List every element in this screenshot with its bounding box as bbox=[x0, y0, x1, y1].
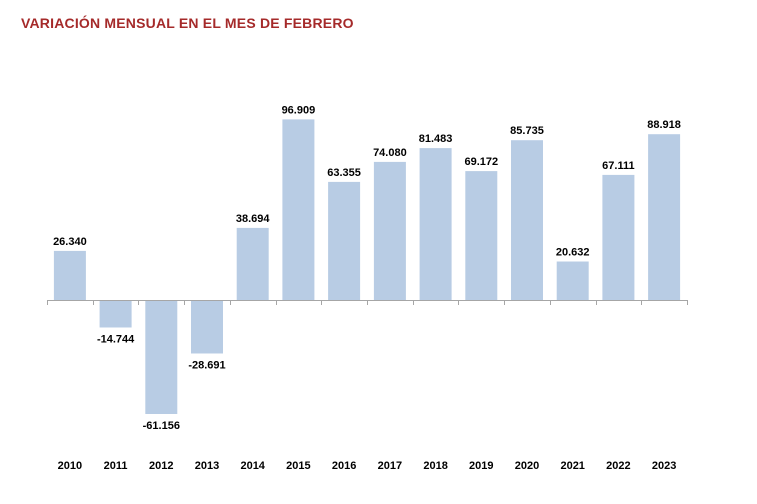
category-label-2015: 2015 bbox=[286, 460, 310, 472]
chart-title: VARIACIÓN MENSUAL EN EL MES DE FEBRERO bbox=[21, 15, 354, 31]
bar-2022 bbox=[602, 174, 635, 300]
data-label-2019: 69.172 bbox=[464, 156, 498, 168]
category-label-2013: 2013 bbox=[195, 460, 219, 472]
bar-2015 bbox=[282, 119, 315, 301]
data-label-2012: -61.156 bbox=[143, 420, 180, 432]
category-label-2011: 2011 bbox=[104, 460, 128, 472]
bar-2017 bbox=[373, 161, 406, 300]
category-label-2022: 2022 bbox=[606, 460, 630, 472]
bar-2010 bbox=[53, 250, 86, 300]
bar-2016 bbox=[328, 181, 361, 300]
bar-2013 bbox=[191, 300, 223, 354]
bar-2014 bbox=[236, 227, 269, 300]
axis-ticks-group bbox=[47, 300, 688, 305]
category-label-2021: 2021 bbox=[560, 460, 584, 472]
category-label-2018: 2018 bbox=[423, 460, 447, 472]
data-label-2023: 88.918 bbox=[647, 119, 681, 131]
bar-2021 bbox=[556, 261, 589, 300]
data-label-2021: 20.632 bbox=[556, 247, 590, 259]
category-label-2017: 2017 bbox=[378, 460, 402, 472]
bar-2011 bbox=[99, 300, 132, 328]
data-label-2011: -14.744 bbox=[97, 334, 135, 346]
bar-2020 bbox=[511, 140, 543, 300]
bar-2018 bbox=[419, 148, 452, 300]
bar-2019 bbox=[465, 171, 498, 300]
data-label-2014: 38.694 bbox=[236, 213, 271, 225]
bar-2023 bbox=[648, 134, 681, 300]
category-label-2019: 2019 bbox=[469, 460, 493, 472]
category-label-2020: 2020 bbox=[515, 460, 539, 472]
data-label-2017: 74.080 bbox=[373, 147, 407, 159]
data-label-2013: -28.691 bbox=[188, 360, 225, 372]
category-label-2014: 2014 bbox=[240, 460, 265, 472]
data-label-2020: 85.735 bbox=[510, 125, 544, 137]
category-label-2010: 2010 bbox=[58, 460, 82, 472]
data-label-2018: 81.483 bbox=[419, 133, 453, 145]
category-labels-group: 2010 2011 2012 2013 2014 2015 2016 2017 2018 2019… bbox=[58, 460, 677, 472]
data-label-2010: 26.340 bbox=[53, 236, 87, 248]
bar-2012 bbox=[145, 300, 178, 414]
category-label-2016: 2016 bbox=[332, 460, 356, 472]
data-label-2022: 67.111 bbox=[602, 160, 634, 172]
bars-group bbox=[53, 119, 681, 414]
data-label-2016: 63.355 bbox=[327, 167, 361, 179]
category-label-2012: 2012 bbox=[149, 460, 173, 472]
category-label-2023: 2023 bbox=[652, 460, 676, 472]
data-label-2015: 96.909 bbox=[282, 104, 316, 116]
data-labels-group: 26.340 -14.744 -61.156 -28.691 38.694 96.909 6… bbox=[53, 104, 681, 432]
